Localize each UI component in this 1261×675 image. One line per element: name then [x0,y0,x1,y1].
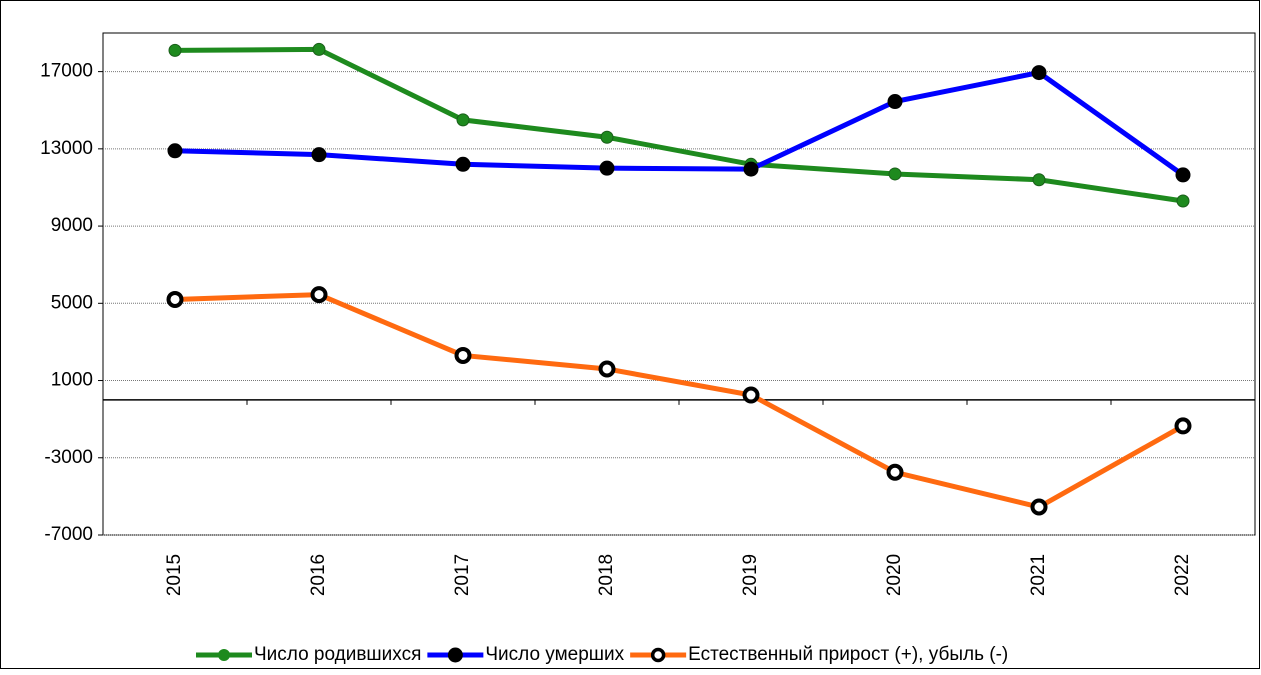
x-tick-label: 2017 [452,554,473,596]
marker [600,130,614,144]
marker [454,346,472,364]
marker [599,160,615,176]
marker [598,360,616,378]
y-tick-label: 13000 [40,138,93,159]
marker [886,463,904,481]
series-line [174,46,1184,204]
x-tick-label: 2015 [164,554,185,596]
series-line [174,292,1185,510]
legend-label: Число умерших [485,644,624,665]
legend-marker [447,647,463,663]
legend-label: Естественный прирост (+), убыль (-) [688,644,1008,665]
marker [167,143,183,159]
y-tick-label: 17000 [40,61,93,82]
x-tick-label: 2019 [740,554,761,596]
marker [742,386,760,404]
marker [455,156,471,172]
y-tick-label: -7000 [44,524,93,545]
marker [168,43,182,57]
marker [1175,167,1191,183]
marker [888,167,902,181]
y-tick-label: 5000 [51,292,93,313]
marker [166,290,184,308]
x-tick-label: 2020 [884,554,905,596]
legend-marker [650,647,666,663]
x-tick-label: 2018 [596,554,617,596]
legend-marker [218,649,230,661]
marker [311,147,327,163]
marker [312,42,326,56]
marker [1174,417,1192,435]
marker [1032,173,1046,187]
marker [1176,194,1190,208]
marker [887,94,903,110]
marker [1031,65,1047,81]
y-tick-label: 9000 [51,215,93,236]
x-tick-label: 2021 [1028,554,1049,596]
legend-label: Число родившихся [254,644,421,665]
marker [310,286,328,304]
y-tick-label: 1000 [51,370,93,391]
plot-area [102,32,1256,536]
series-line [174,69,1185,177]
marker [743,161,759,177]
x-tick-label: 2016 [308,554,329,596]
x-tick-label: 2022 [1172,554,1193,596]
marker [456,113,470,127]
y-tick-label: -3000 [44,447,93,468]
marker [1030,498,1048,516]
